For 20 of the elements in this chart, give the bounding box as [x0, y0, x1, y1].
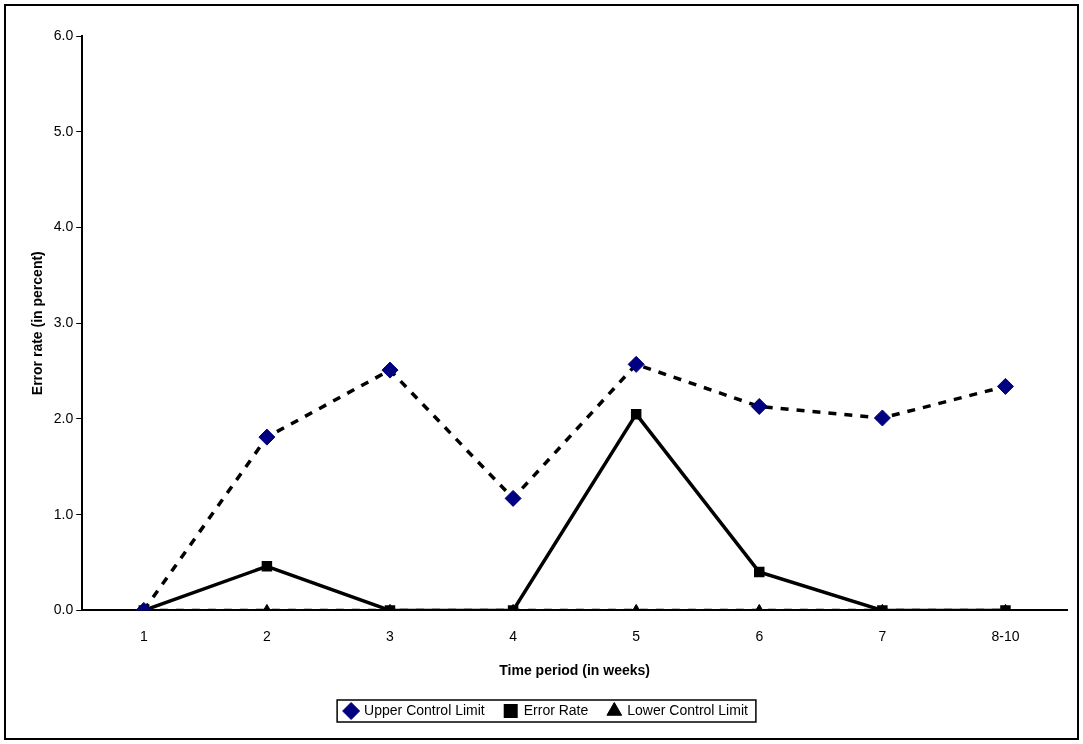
y-tick-label: 2.0	[53, 409, 74, 426]
x-tick-label: 8-10	[991, 627, 1020, 644]
y-tick-label: 3.0	[53, 314, 74, 331]
legend-label: Upper Control Limit	[364, 701, 485, 718]
x-tick-label: 7	[878, 627, 887, 644]
legend-label: Error Rate	[523, 701, 589, 718]
y-tick-label: 5.0	[53, 122, 74, 139]
legend-label: Lower Control Limit	[627, 701, 748, 718]
x-tick-label: 1	[139, 627, 148, 644]
y-tick-label: 0.0	[53, 601, 74, 618]
y-tick-label: 1.0	[53, 505, 74, 522]
x-tick-label: 6	[755, 627, 764, 644]
y-axis-title: Error rate (in percent)	[29, 251, 46, 396]
x-tick-label: 5	[632, 627, 641, 644]
y-tick-label: 4.0	[53, 218, 74, 235]
y-tick-label: 6.0	[53, 26, 74, 43]
x-tick-label: 3	[386, 627, 395, 644]
x-tick-label: 4	[509, 627, 518, 644]
x-tick-label: 2	[263, 627, 271, 644]
x-axis-title: Time period (in weeks)	[499, 662, 650, 679]
